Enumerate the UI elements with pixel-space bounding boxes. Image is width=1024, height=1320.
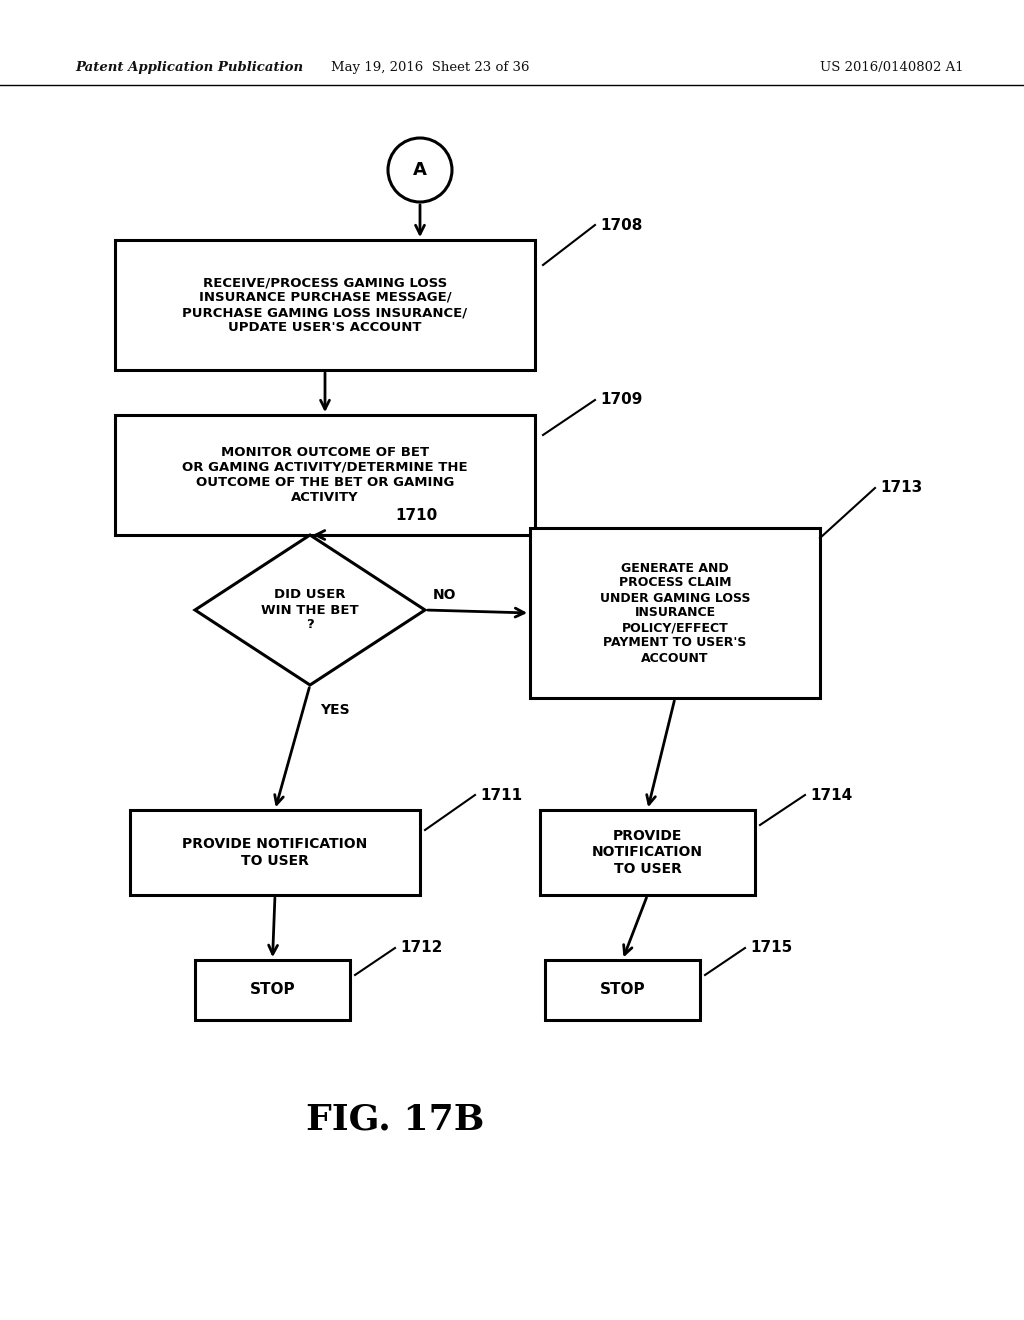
Polygon shape <box>195 535 425 685</box>
Text: PROVIDE
NOTIFICATION
TO USER: PROVIDE NOTIFICATION TO USER <box>592 829 703 875</box>
Text: 1714: 1714 <box>810 788 852 803</box>
Text: DID USER
WIN THE BET
?: DID USER WIN THE BET ? <box>261 589 358 631</box>
Text: 1711: 1711 <box>480 788 522 803</box>
Text: MONITOR OUTCOME OF BET
OR GAMING ACTIVITY/DETERMINE THE
OUTCOME OF THE BET OR GA: MONITOR OUTCOME OF BET OR GAMING ACTIVIT… <box>182 446 468 504</box>
Text: GENERATE AND
PROCESS CLAIM
UNDER GAMING LOSS
INSURANCE
POLICY/EFFECT
PAYMENT TO : GENERATE AND PROCESS CLAIM UNDER GAMING … <box>600 561 751 664</box>
FancyBboxPatch shape <box>530 528 820 698</box>
Text: 1715: 1715 <box>750 940 793 956</box>
Circle shape <box>388 139 452 202</box>
Text: US 2016/0140802 A1: US 2016/0140802 A1 <box>820 62 964 74</box>
Text: YES: YES <box>319 704 349 717</box>
FancyBboxPatch shape <box>115 240 535 370</box>
FancyBboxPatch shape <box>545 960 700 1020</box>
Text: FIG. 17B: FIG. 17B <box>306 1104 484 1137</box>
FancyBboxPatch shape <box>115 414 535 535</box>
Text: STOP: STOP <box>250 982 295 998</box>
Text: STOP: STOP <box>600 982 645 998</box>
Text: 1709: 1709 <box>600 392 642 408</box>
Text: 1708: 1708 <box>600 218 642 232</box>
Text: Patent Application Publication: Patent Application Publication <box>75 62 303 74</box>
Text: May 19, 2016  Sheet 23 of 36: May 19, 2016 Sheet 23 of 36 <box>331 62 529 74</box>
Text: NO: NO <box>433 587 457 602</box>
Text: A: A <box>413 161 427 180</box>
Text: 1713: 1713 <box>880 480 923 495</box>
Text: 1710: 1710 <box>395 507 437 523</box>
FancyBboxPatch shape <box>130 810 420 895</box>
Text: 1712: 1712 <box>400 940 442 956</box>
FancyBboxPatch shape <box>540 810 755 895</box>
Text: PROVIDE NOTIFICATION
TO USER: PROVIDE NOTIFICATION TO USER <box>182 837 368 867</box>
FancyBboxPatch shape <box>195 960 350 1020</box>
Text: RECEIVE/PROCESS GAMING LOSS
INSURANCE PURCHASE MESSAGE/
PURCHASE GAMING LOSS INS: RECEIVE/PROCESS GAMING LOSS INSURANCE PU… <box>182 276 468 334</box>
